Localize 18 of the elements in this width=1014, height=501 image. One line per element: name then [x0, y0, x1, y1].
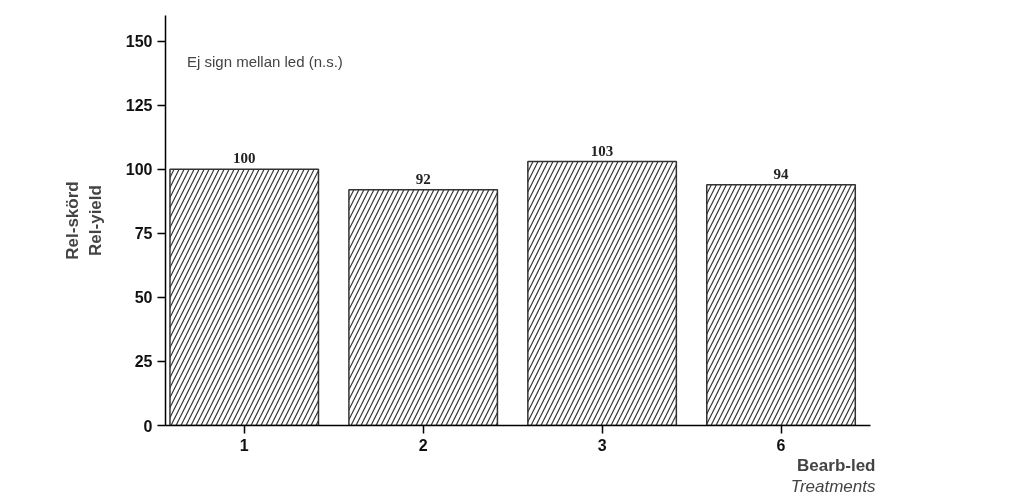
x-tick-label: 6	[776, 436, 786, 454]
y-tick-label: 125	[125, 97, 153, 115]
data-label: 100	[232, 150, 256, 167]
data-label: 103	[590, 142, 614, 159]
data-label: 94	[773, 165, 790, 182]
y-axis-title: Rel-skörd Rel-yield	[63, 181, 105, 260]
y-tick-label: 50	[134, 289, 153, 307]
y-tick-label: 25	[134, 353, 153, 371]
y-tick-label: 0	[143, 417, 153, 435]
annotation: Ej sign mellan led (n.s.)	[186, 53, 343, 71]
y-tick-label: 150	[125, 33, 153, 51]
y-tick-label: 75	[134, 225, 153, 243]
x-tick-label: 1	[239, 436, 249, 454]
x-tick-label: 2	[418, 436, 428, 454]
x-tick-label: 3	[597, 436, 607, 454]
data-label: 92	[415, 170, 431, 187]
x-axis-title: Bearb-led Treatments	[790, 455, 876, 496]
y-tick-label: 100	[125, 161, 153, 179]
